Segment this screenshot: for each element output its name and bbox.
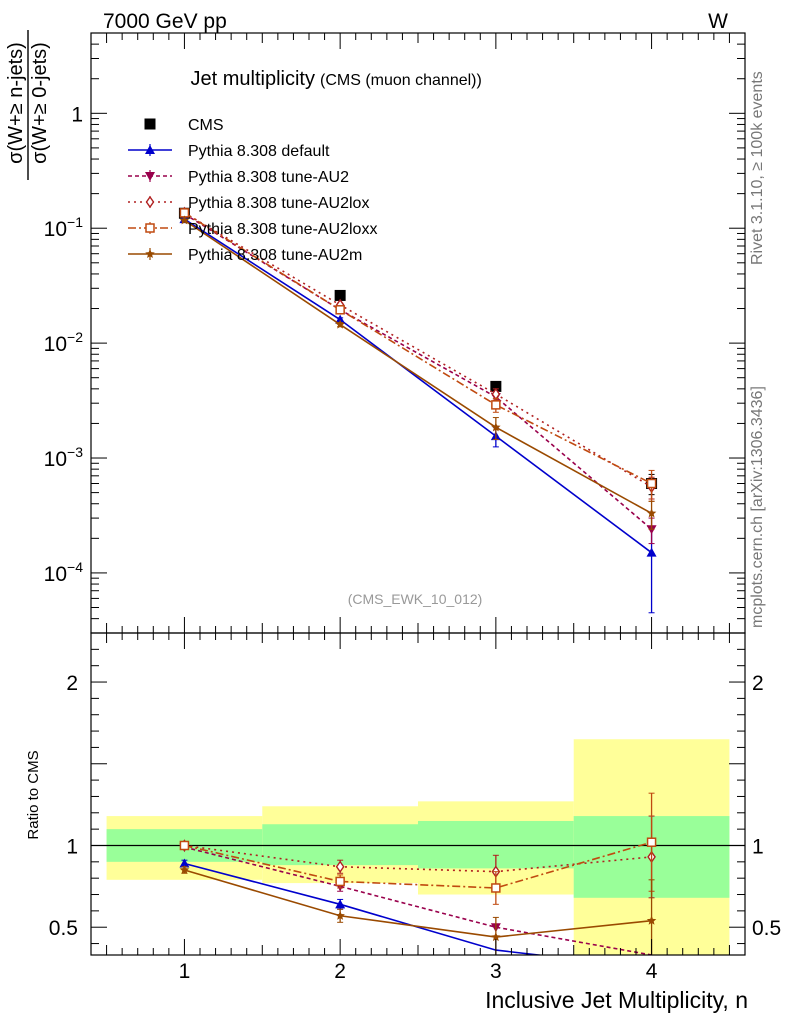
- rivet-label: Rivet 3.1.10, ≥ 100k events: [749, 71, 766, 265]
- legend-item-pythia-8-308-tune-au2: Pythia 8.308 tune-AU2: [128, 169, 349, 186]
- x-tick-label: 4: [646, 960, 658, 983]
- analysis-watermark: (CMS_EWK_10_012): [348, 591, 483, 607]
- main-y-tick-label: 10−3: [44, 444, 84, 471]
- ratio-series-line: [184, 846, 652, 955]
- data-point: [646, 547, 657, 557]
- ratio-point: [335, 860, 345, 873]
- uncertainty-band-inner: [262, 824, 418, 866]
- x-tick-label: 1: [179, 960, 191, 983]
- series-line: [183, 218, 653, 554]
- legend-marker: [145, 172, 155, 181]
- legend-item-pythia-8-308-tune-au2m: Pythia 8.308 tune-AU2m: [128, 247, 362, 264]
- ratio-point: [491, 932, 501, 942]
- legend-marker: [145, 223, 155, 233]
- ratio-y-tick-label-right: 2: [752, 672, 764, 695]
- chart-title: Jet multiplicity: [191, 68, 315, 90]
- data-point: [334, 289, 346, 301]
- data-point: [646, 478, 657, 489]
- legend-label: Pythia 8.308 tune-AU2m: [188, 247, 362, 264]
- y-label-numerator: σ(W+≥ n-jets): [5, 42, 27, 164]
- legend-item-pythia-8-308-tune-au2lox: Pythia 8.308 tune-AU2lox: [128, 195, 369, 212]
- ratio-point: [179, 865, 190, 875]
- ratio-point: [491, 883, 501, 893]
- series-line: [183, 219, 652, 515]
- legend-label: CMS: [188, 117, 224, 134]
- data-point: [646, 508, 657, 518]
- data-point: [335, 319, 345, 329]
- ratio-series-line: [184, 862, 546, 955]
- series-pythia-8-308-default: [179, 214, 657, 614]
- ratio-point: [646, 915, 657, 925]
- main-y-axis-label: σ(W+≥ n-jets) σ(W+≥ 0-jets): [5, 30, 51, 180]
- x-axis-label: Inclusive Jet Multiplicity, n: [485, 987, 748, 1013]
- legend-marker: [145, 195, 155, 209]
- ratio-series-line: [184, 844, 652, 873]
- legend-label: Pythia 8.308 default: [188, 143, 330, 160]
- data-point: [335, 305, 345, 315]
- legend-item-pythia-8-308-tune-au2loxx: Pythia 8.308 tune-AU2loxx: [128, 221, 377, 238]
- legend-item-pythia-8-308-default: Pythia 8.308 default: [128, 143, 330, 160]
- legend-label: Pythia 8.308 tune-AU2: [188, 169, 349, 186]
- legend-marker: [145, 145, 155, 154]
- ratio-point: [646, 837, 657, 847]
- ratio-point: [179, 840, 190, 851]
- series-line: [184, 212, 652, 488]
- legend-label: Pythia 8.308 tune-AU2loxx: [188, 221, 377, 238]
- legend-item-cms: CMS: [144, 117, 224, 134]
- ratio-series-line: [184, 841, 652, 889]
- ratio-panel: 0.5 0.5 1 1 2 2 1 2 3 4: [49, 632, 781, 983]
- ratio-series-line: [184, 869, 652, 938]
- mcplots-label: mcplots.cern.ch [arXiv:1306.3436]: [749, 386, 766, 628]
- data-point: [491, 422, 501, 432]
- ratio-point: [335, 910, 345, 920]
- ratio-y-axis-label: Ratio to CMS: [25, 750, 42, 839]
- main-y-tick-label: 1: [71, 103, 83, 126]
- x-tick-label: 3: [490, 960, 502, 983]
- ratio-y-tick-label-left: 0.5: [49, 917, 78, 940]
- ratio-point: [335, 899, 346, 909]
- ratio-series-pythia-8-308-tune-au2m: [179, 865, 657, 955]
- ratio-y-tick-label-right: 0.5: [752, 917, 781, 940]
- main-y-tick-label: 10−4: [44, 559, 84, 586]
- ratio-y-tick-label-left: 1: [66, 835, 78, 858]
- ratio-content: [91, 739, 745, 955]
- process-label: W: [708, 10, 728, 33]
- ratio-point: [179, 858, 190, 868]
- data-point: [491, 400, 501, 410]
- legend-label: Pythia 8.308 tune-AU2lox: [188, 195, 369, 212]
- ratio-point: [335, 876, 345, 887]
- ratio-y-tick-label-left: 2: [66, 672, 78, 695]
- series-line: [184, 212, 652, 485]
- ratio-y-tick-label-right: 1: [752, 835, 764, 858]
- data-point: [490, 380, 502, 392]
- main-y-tick-label: 10−2: [44, 329, 84, 356]
- data-point: [335, 314, 346, 324]
- data-point: [179, 215, 190, 225]
- ratio-series-pythia-8-308-tune-au2loxx: [179, 792, 657, 905]
- y-label-denominator: σ(W+≥ 0-jets): [29, 42, 51, 164]
- energy-label: 7000 GeV pp: [103, 10, 227, 33]
- chart-subtitle: (CMS (muon channel)): [320, 72, 482, 89]
- legend-marker: [144, 118, 156, 130]
- legend-marker: [145, 249, 155, 259]
- x-tick-label: 2: [334, 960, 346, 983]
- series-pythia-8-308-tune-au2m: [179, 215, 657, 530]
- main-panel: 10−4 10−3 10−2 10−1 1: [44, 32, 746, 634]
- legend: CMS Pythia 8.308 default Pythia 8.308 tune…: [128, 117, 377, 264]
- main-y-tick-label: 10−1: [44, 214, 84, 241]
